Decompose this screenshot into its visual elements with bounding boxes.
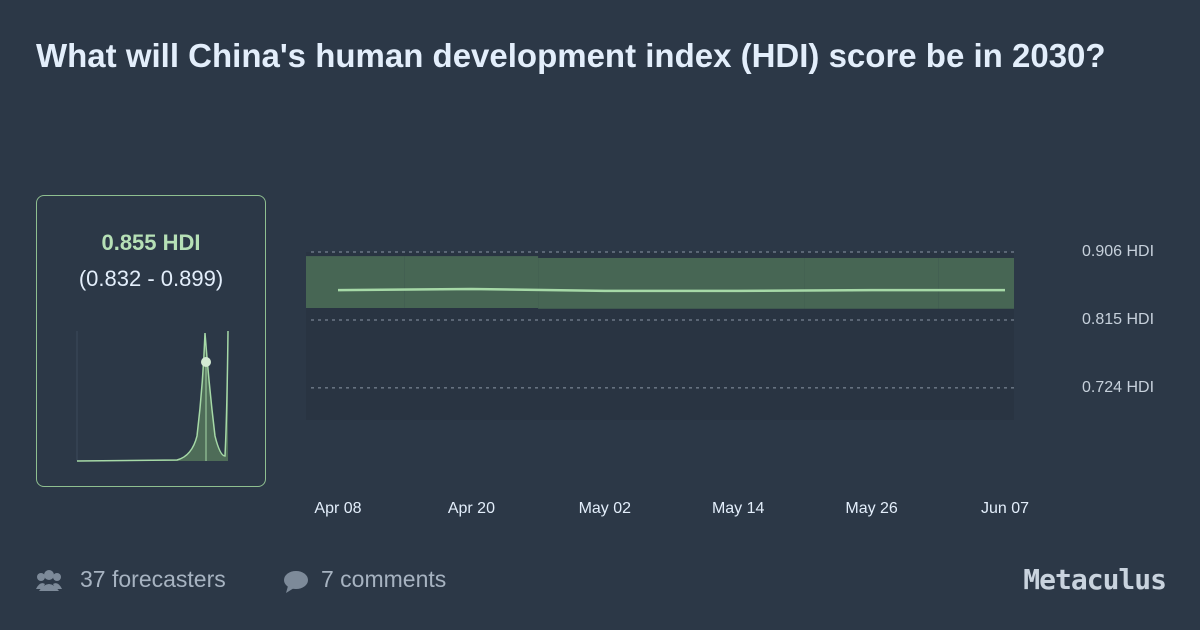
density-curve [76, 330, 229, 462]
y-tick-label: 0.815 HDI [1082, 311, 1154, 328]
brand: Metaculus [1023, 563, 1167, 596]
x-tick-label: Jun 07 [981, 500, 1029, 517]
forecasters-count: 37 forecasters [80, 566, 226, 592]
interval-band [671, 257, 805, 309]
comments-count: 7 comments [321, 566, 447, 592]
density-median-dot [201, 357, 211, 367]
forecasters-icon [36, 570, 62, 591]
x-tick-label: Apr 20 [448, 500, 495, 517]
median-label: 0.855 HDI [101, 230, 201, 255]
question-title: What will China's human development inde… [36, 37, 1106, 74]
interval-band [306, 256, 405, 308]
x-tick-label: May 26 [845, 500, 898, 517]
interval-band [538, 257, 672, 309]
density-plot [76, 330, 229, 462]
interval-band [938, 257, 1014, 309]
x-tick-label: May 02 [579, 500, 632, 517]
summary-card: 0.855 HDI (0.832 - 0.899) [36, 195, 266, 487]
y-tick-label: 0.724 HDI [1082, 379, 1154, 396]
density-fill [77, 331, 228, 461]
range-label: (0.832 - 0.899) [78, 266, 224, 291]
interval-band [804, 257, 939, 309]
x-tick-label: May 14 [712, 500, 765, 517]
x-tick-label: Apr 08 [314, 500, 361, 517]
median-line [337, 287, 1005, 293]
interval-band [404, 256, 539, 308]
comments-icon [284, 571, 308, 593]
y-tick-label: 0.906 HDI [1082, 243, 1154, 260]
chart: 0.906 HDI 0.815 HDI 0.724 HDI Apr 08 Apr 20 M… [306, 243, 1154, 517]
